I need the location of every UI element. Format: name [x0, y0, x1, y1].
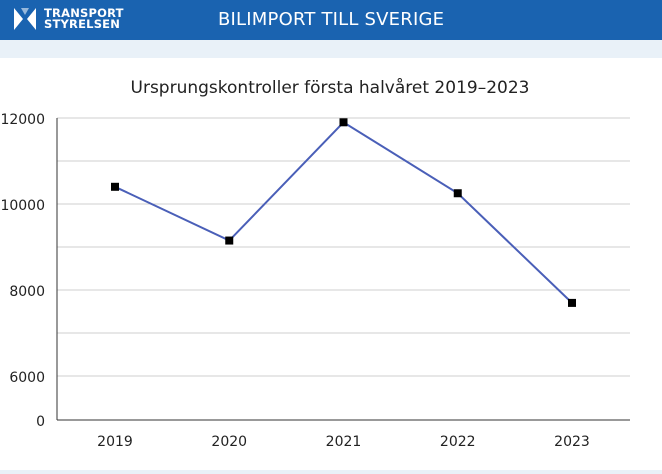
y-tick-label: 12000	[0, 112, 45, 128]
line-chart: Ursprungskontroller första halvåret 2019…	[0, 77, 630, 450]
y-tick-label: 6000	[9, 370, 45, 386]
logo-text-line2: STYRELSEN	[44, 17, 121, 31]
logo-mark-icon	[14, 8, 36, 30]
header-bar: TRANSPORT STYRELSEN BILIMPORT TILL SVERI…	[0, 0, 662, 40]
x-tick-label: 2021	[326, 434, 362, 450]
data-point	[453, 189, 462, 198]
chart-title: Ursprungskontroller första halvåret 2019…	[131, 77, 530, 98]
data-point	[111, 182, 119, 191]
x-tick-label: 2020	[211, 434, 247, 450]
y-tick-label: 10000	[0, 198, 45, 214]
x-tick-label: 2023	[554, 434, 590, 450]
chart-panel: Ursprungskontroller första halvåret 2019…	[0, 58, 662, 470]
page-title: BILIMPORT TILL SVERIGE	[218, 9, 445, 30]
y-tick-label: 0	[36, 414, 45, 430]
transportstyrelsen-logo: TRANSPORT STYRELSEN	[14, 7, 134, 35]
data-point	[339, 118, 348, 127]
series-line	[114, 121, 573, 304]
logo-text-line1: TRANSPORT	[44, 6, 124, 20]
data-point	[225, 236, 234, 245]
y-tick-label: 8000	[9, 284, 45, 300]
data-point	[568, 298, 576, 307]
x-tick-label: 2022	[440, 434, 476, 450]
x-tick-label: 2019	[97, 434, 133, 450]
